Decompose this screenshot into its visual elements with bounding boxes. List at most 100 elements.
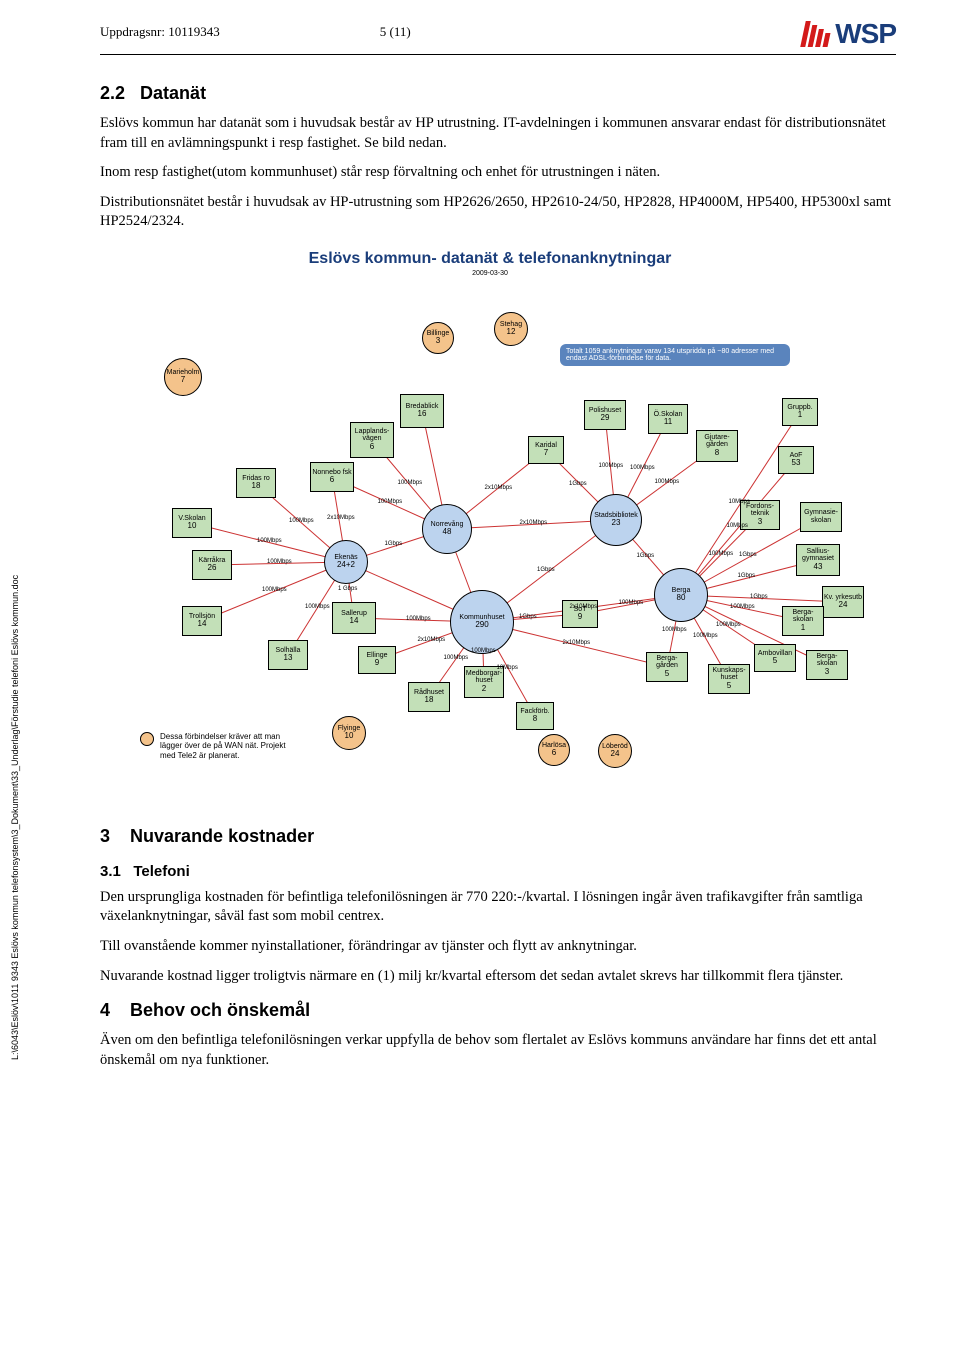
edge-label: 1 Gbps	[338, 586, 357, 592]
footer-filepath: L:\6043\Eslöv\1011 9343 Eslövs kommun te…	[10, 575, 20, 1060]
edge-label: 100Mbps	[630, 465, 655, 471]
node-harlosa: Harlösa6	[538, 734, 570, 766]
logo-bars-icon	[803, 21, 829, 47]
network-diagram: Eslövs kommun- datanät & telefonanknytni…	[100, 250, 880, 790]
para-4: Den ursprungliga kostnaden för befintlig…	[100, 888, 896, 927]
para-5: Till ovanstående kommer nyinstallationer…	[100, 937, 896, 957]
edge-label: 1Gbps	[519, 614, 537, 620]
node-bergagard: Berga-gården5	[646, 652, 688, 682]
node-bredablick: Bredablick16	[400, 394, 444, 428]
node-sallerup: Sallerup14	[332, 602, 376, 634]
node-kommunhuset: Kommunhuset290	[450, 590, 514, 654]
node-gruppb: Gruppb.1	[782, 398, 818, 426]
para-1: Eslövs kommun har datanät som i huvudsak…	[100, 114, 896, 153]
wsp-logo: WSP	[803, 18, 896, 50]
edge-label: 100Mbps	[709, 551, 734, 557]
node-radhuset: Rådhuset18	[408, 682, 450, 712]
node-ambovillan: Ambovillan5	[754, 644, 796, 672]
diagram-info-box: Totalt 1059 anknytningar varav 134 utspr…	[560, 344, 790, 366]
node-karidal: Karidal7	[528, 436, 564, 464]
edge-label: 10Mbps	[497, 665, 518, 671]
para-3: Distributionsnätet består i huvudsak av …	[100, 193, 896, 232]
edge-label: 100Mbps	[716, 622, 741, 628]
diagram-date: 2009-03-30	[100, 270, 880, 277]
node-stehag: Stehag12	[494, 312, 528, 346]
node-solhalla: Solhälla13	[268, 640, 308, 670]
node-salliusgym: Sallius-gymnasiet43	[796, 544, 840, 576]
section-3-1-heading: 3.1 Telefoni	[100, 863, 896, 880]
edge-label: 100Mbps	[444, 655, 469, 661]
edge-label: 2x10Mbps	[485, 485, 513, 491]
legend-swatch-icon	[140, 732, 154, 746]
edge-label: 1Gbps	[739, 552, 757, 558]
section-2-2-heading: 2.2 Datanät	[100, 83, 896, 104]
node-nonnebo: Nonnebo fsk6	[310, 462, 354, 492]
edge-label: 10Mbps	[729, 499, 750, 505]
node-aof: AoF53	[778, 446, 814, 474]
edge-label: 2x10Mbps	[570, 604, 598, 610]
node-fridasro: Fridas ro18	[236, 468, 276, 498]
node-ellinge: Ellinge9	[358, 646, 396, 674]
node-bergask2: Berga-skolan1	[782, 606, 824, 636]
page-header: Uppdragsnr: 10119343 5 (11) WSP	[100, 24, 896, 55]
edge-label: 100Mbps	[257, 538, 282, 544]
edge-label: 100Mbps	[305, 604, 330, 610]
para-2: Inom resp fastighet(utom kommunhuset) st…	[100, 163, 896, 183]
edge-label: 100Mbps	[693, 633, 718, 639]
edge-label: 100Mbps	[662, 627, 687, 633]
edge-label: 2x10Mbps	[520, 520, 548, 526]
para-6: Nuvarande kostnad ligger troligtvis närm…	[100, 967, 896, 987]
diagram-legend: Dessa förbindelser kräver att man lägger…	[140, 732, 290, 761]
node-vskolan: V.Skolan10	[172, 508, 212, 538]
node-flyinge: Flyinge10	[332, 716, 366, 750]
section-3-heading: 3 Nuvarande kostnader	[100, 826, 896, 847]
node-lapplands: Lapplands-vägen6	[350, 422, 394, 458]
assignment-number: Uppdragsnr: 10119343	[100, 24, 220, 40]
node-fackforb: Fackförb.8	[516, 702, 554, 730]
edge-label: 100Mbps	[730, 604, 755, 610]
node-berga: Berga80	[654, 568, 708, 622]
node-loberod: Löberöd24	[598, 734, 632, 768]
edge-label: 100Mbps	[267, 559, 292, 565]
node-marieholm: Marieholm7	[164, 358, 202, 396]
edge-label: 100Mbps	[619, 600, 644, 606]
node-gymnasie: Gymnasie-skolan	[800, 502, 842, 532]
edge-label: 1Gbps	[750, 594, 768, 600]
edge-label: 100Mbps	[655, 479, 680, 485]
edge-label: 2x10Mbps	[418, 637, 446, 643]
para-7: Även om den befintliga telefonilösningen…	[100, 1031, 896, 1070]
node-bergask3: Berga-skolan3	[806, 650, 848, 680]
node-trollsjon: Trollsjön14	[182, 606, 222, 636]
node-gjutare: Gjutare-gården8	[696, 430, 738, 462]
edge-label: 100Mbps	[398, 480, 423, 486]
edge-label: 1Gbps	[637, 553, 655, 559]
node-karravik: Kärråkra26	[192, 550, 232, 580]
legend-text: Dessa förbindelser kräver att man lägger…	[160, 732, 290, 761]
node-oskolan: Ö.Skolan11	[648, 404, 688, 434]
node-billinge: Billinge3	[422, 322, 454, 354]
edge-label: 2x10Mbps	[563, 640, 591, 646]
node-ekenas: Ekenäs24+2	[324, 540, 368, 584]
diagram-title: Eslövs kommun- datanät & telefonanknytni…	[100, 250, 880, 268]
edge-label: 100Mbps	[599, 463, 624, 469]
edge-label: 100Mbps	[289, 518, 314, 524]
edge-label: 1Gbps	[738, 573, 756, 579]
edge-label: 1Gbps	[537, 567, 555, 573]
header-left: Uppdragsnr: 10119343 5 (11)	[100, 24, 411, 40]
edge-label: 2x10Mbps	[327, 515, 355, 521]
node-polishuset: Polishuset29	[584, 400, 626, 430]
node-kvyrk: Kv. yrkesutb24	[822, 586, 864, 618]
edge-label: 100Mbps	[406, 616, 431, 622]
edge-label: 100Mbps	[471, 648, 496, 654]
edge-label: 1Gbps	[569, 481, 587, 487]
edge-label: 100Mbps	[378, 499, 403, 505]
page-number: 5 (11)	[380, 24, 411, 40]
edge-label: 1Gbps	[385, 541, 403, 547]
logo-text: WSP	[835, 18, 896, 50]
node-kunskaps: Kunskaps-huset5	[708, 664, 750, 694]
section-4-heading: 4 Behov och önskemål	[100, 1000, 896, 1021]
node-stadsbib: Stadsbibliotek23	[590, 494, 642, 546]
node-norrevang: Norrevång48	[422, 504, 472, 554]
edge-label: 100Mbps	[262, 587, 287, 593]
edge-label: 10Mbps	[727, 523, 748, 529]
